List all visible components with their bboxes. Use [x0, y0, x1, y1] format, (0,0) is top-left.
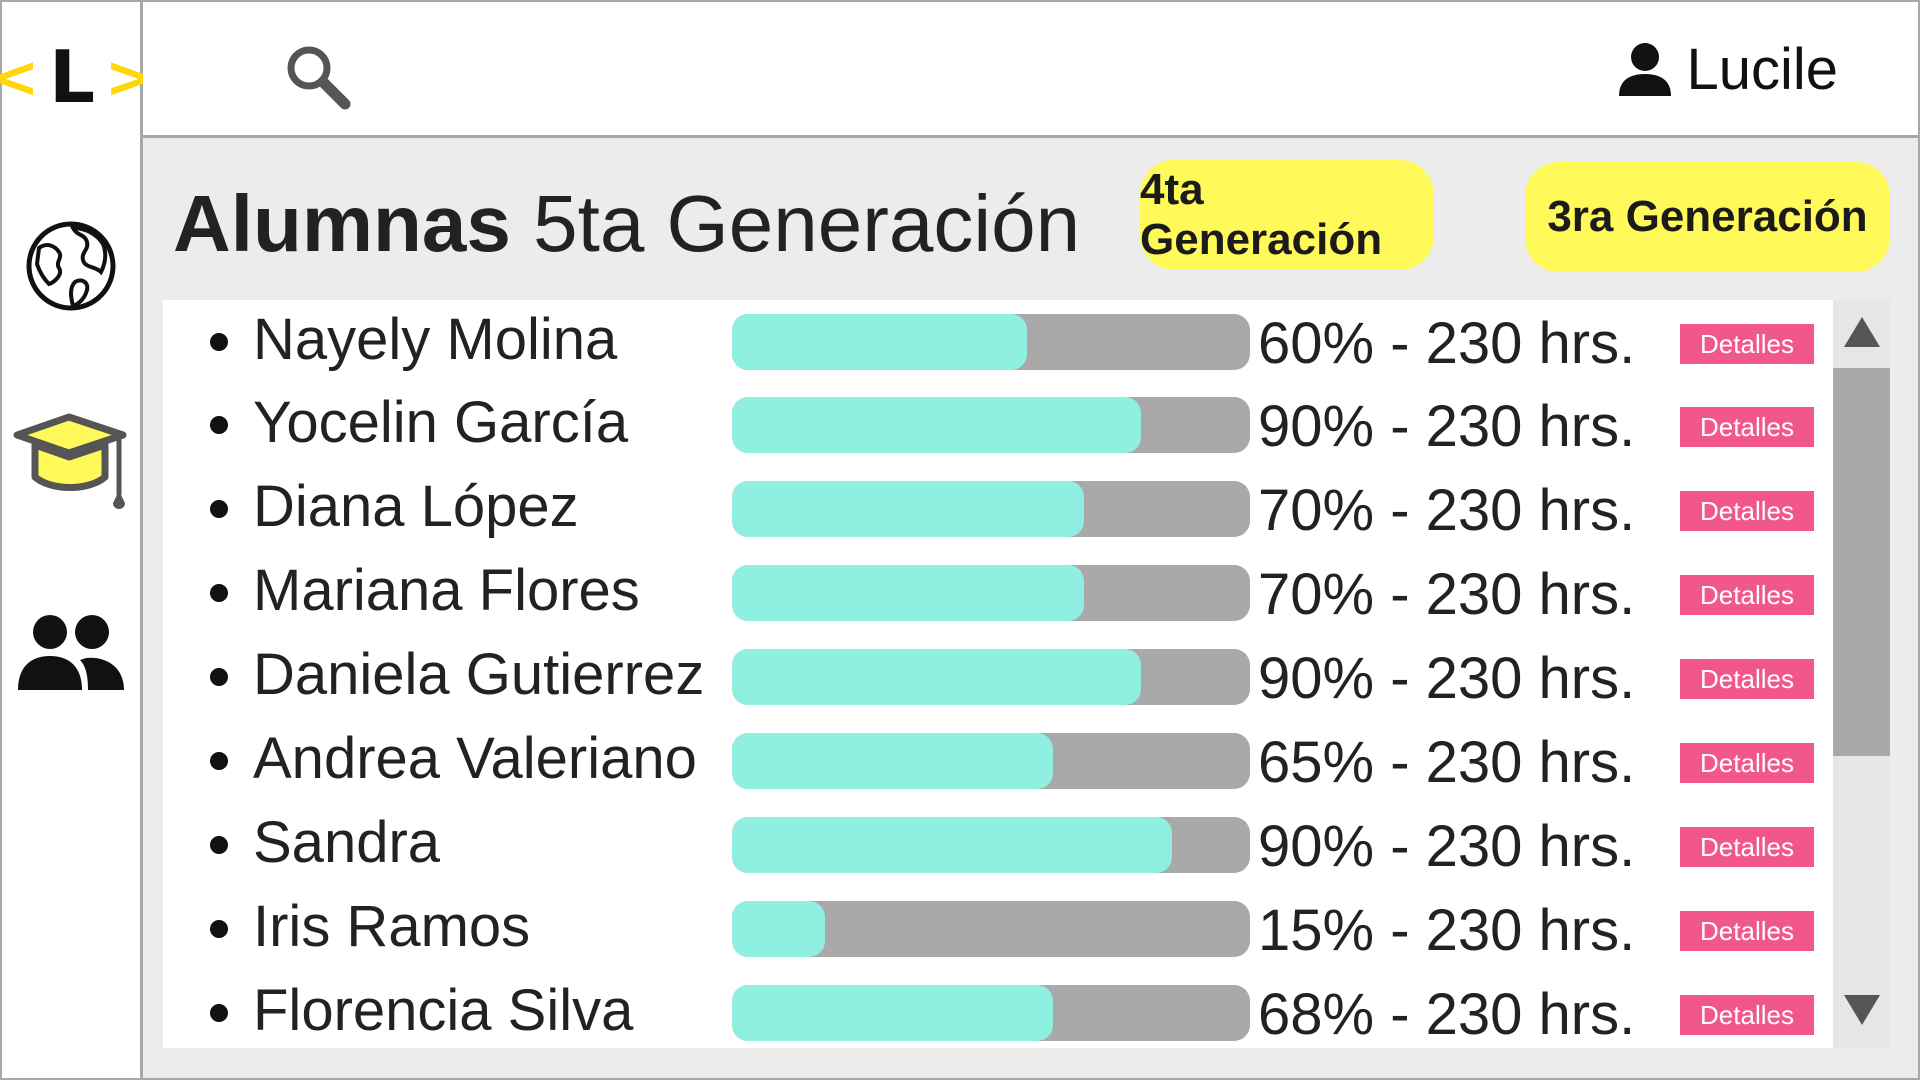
logo[interactable]: < L > — [0, 32, 154, 122]
student-stat: 65% - 230 hrs. — [1258, 730, 1636, 795]
details-button[interactable]: Detalles — [1680, 407, 1814, 447]
list-item: Florencia Silva 68% - 230 hrs. Detalles — [163, 976, 1814, 1047]
details-button[interactable]: Detalles — [1680, 827, 1814, 867]
details-button[interactable]: Detalles — [1680, 659, 1814, 699]
list-item: Andrea Valeriano 65% - 230 hrs. Detalles — [163, 724, 1814, 795]
list-item: Mariana Flores 70% - 230 hrs. Detalles — [163, 556, 1814, 627]
triangle-up-icon — [1843, 317, 1880, 347]
logo-bracket-left: < — [0, 43, 40, 111]
student-stat: 90% - 230 hrs. — [1258, 814, 1636, 879]
triangle-down-icon — [1843, 995, 1880, 1025]
student-name: Iris Ramos — [253, 894, 531, 959]
list-item: Iris Ramos 15% - 230 hrs. Detalles — [163, 892, 1814, 963]
student-stat: 70% - 230 hrs. — [1258, 478, 1636, 543]
progress-bar-fill — [732, 649, 1142, 705]
people-icon — [18, 615, 124, 690]
header: Lucile — [143, 2, 1918, 138]
graduation-cap-icon — [13, 413, 127, 509]
list-item: Nayely Molina 60% - 230 hrs. Detalles — [163, 305, 1814, 376]
student-name: Florencia Silva — [253, 978, 634, 1043]
user-menu[interactable]: Lucile — [1618, 34, 1838, 104]
scroll-up-arrow[interactable] — [1833, 302, 1890, 362]
details-button[interactable]: Detalles — [1680, 911, 1814, 951]
user-name: Lucile — [1686, 36, 1838, 102]
bullet — [210, 836, 228, 854]
scroll-thumb[interactable] — [1833, 368, 1890, 756]
search-button[interactable] — [283, 42, 353, 112]
student-name: Mariana Flores — [253, 558, 640, 623]
progress-bar — [732, 397, 1250, 453]
progress-bar — [732, 565, 1250, 621]
main-content: Alumnas 5ta Generación 4ta Generación 3r… — [143, 138, 1918, 1078]
student-stat: 68% - 230 hrs. — [1258, 982, 1636, 1047]
generation-4-button[interactable]: 4ta Generación — [1140, 160, 1434, 270]
student-name: Daniela Gutierrez — [253, 642, 705, 707]
sidebar-item-globe[interactable] — [2, 220, 140, 312]
bullet — [210, 668, 228, 686]
students-list: Nayely Molina 60% - 230 hrs. Detalles Yocel… — [163, 300, 1890, 1048]
progress-bar — [732, 817, 1250, 873]
details-button[interactable]: Detalles — [1680, 575, 1814, 615]
details-button[interactable]: Detalles — [1680, 743, 1814, 783]
details-button[interactable]: Detalles — [1680, 491, 1814, 531]
sidebar: < L > — [0, 2, 154, 1078]
details-button[interactable]: Detalles — [1680, 995, 1814, 1035]
details-button[interactable]: Detalles — [1680, 324, 1814, 364]
progress-bar-fill — [732, 985, 1054, 1041]
progress-bar — [732, 481, 1250, 537]
list-item: Yocelin García 90% - 230 hrs. Detalles — [163, 388, 1814, 459]
scroll-down-arrow[interactable] — [1833, 980, 1890, 1040]
progress-bar — [732, 733, 1250, 789]
student-name: Nayely Molina — [253, 307, 618, 372]
search-icon — [287, 46, 351, 110]
student-name: Andrea Valeriano — [253, 726, 697, 791]
logo-letter: L — [49, 35, 95, 119]
generation-3-button[interactable]: 3ra Generación — [1525, 162, 1890, 272]
progress-bar-fill — [732, 397, 1142, 453]
progress-bar — [732, 901, 1250, 957]
globe-icon — [26, 221, 116, 311]
bullet — [210, 333, 228, 351]
bullet — [210, 1004, 228, 1022]
bullet — [210, 752, 228, 770]
bullet — [210, 584, 228, 602]
student-name: Yocelin García — [253, 390, 629, 455]
sidebar-item-people[interactable] — [2, 612, 140, 692]
progress-bar-fill — [732, 314, 1028, 370]
bullet — [210, 920, 228, 938]
progress-bar-fill — [732, 565, 1085, 621]
page-title-bold: Alumnas — [173, 179, 511, 268]
page-title: Alumnas 5ta Generación — [173, 178, 1080, 270]
list-item: Daniela Gutierrez 90% - 230 hrs. Detalles — [163, 640, 1814, 711]
progress-bar-fill — [732, 733, 1054, 789]
progress-bar-fill — [732, 481, 1085, 537]
student-stat: 90% - 230 hrs. — [1258, 394, 1636, 459]
user-icon — [1619, 43, 1672, 96]
student-name: Sandra — [253, 810, 441, 875]
page-title-generation: 5ta Generación — [533, 179, 1081, 268]
bullet — [210, 500, 228, 518]
progress-bar — [732, 649, 1250, 705]
student-stat: 60% - 230 hrs. — [1258, 311, 1636, 376]
progress-bar-fill — [732, 817, 1173, 873]
list-item: Sandra 90% - 230 hrs. Detalles — [163, 808, 1814, 879]
bullet — [210, 416, 228, 434]
progress-bar-fill — [732, 901, 826, 957]
scrollbar[interactable] — [1833, 300, 1890, 1048]
student-stat: 90% - 230 hrs. — [1258, 646, 1636, 711]
list-item: Diana López 70% - 230 hrs. Detalles — [163, 472, 1814, 543]
student-name: Diana López — [253, 474, 579, 539]
student-stat: 70% - 230 hrs. — [1258, 562, 1636, 627]
progress-bar — [732, 314, 1250, 370]
student-stat: 15% - 230 hrs. — [1258, 898, 1636, 963]
sidebar-item-graduation[interactable] — [2, 407, 140, 517]
progress-bar — [732, 985, 1250, 1041]
